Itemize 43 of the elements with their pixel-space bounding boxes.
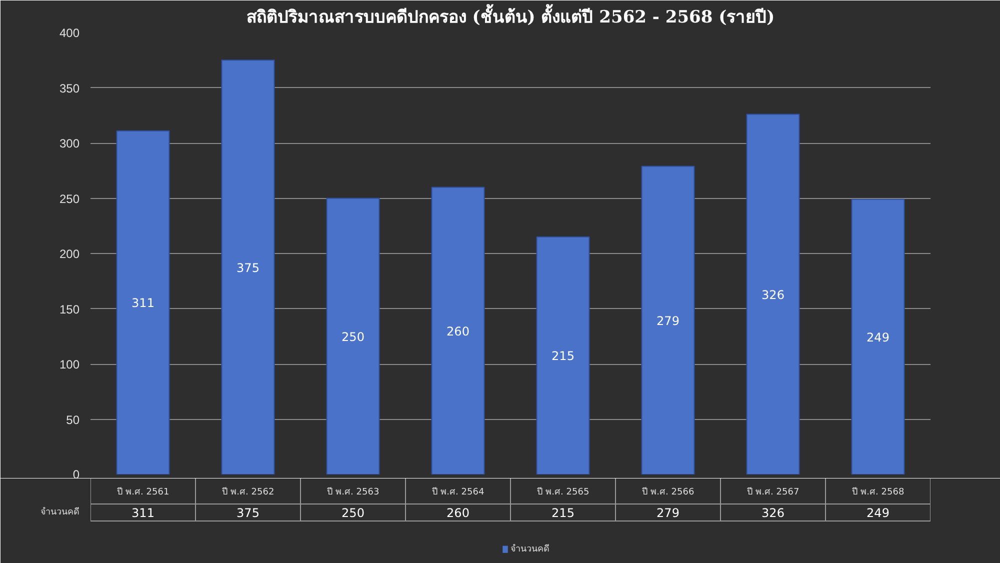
x-tick-label: ปี พ.ศ. 2565 <box>536 486 590 498</box>
y-tick-label: 50 <box>66 412 80 427</box>
data-label: 279 <box>656 506 680 520</box>
text: จำนวนคดี <box>40 508 80 518</box>
y-tick-label: 200 <box>59 247 80 261</box>
bar <box>851 198 905 474</box>
annotation: 375 <box>236 260 260 275</box>
legend-label: จำนวนคดี <box>510 543 550 554</box>
data-label: 326 <box>762 506 784 520</box>
x-tick-label: ปี พ.ศ. 2567 <box>746 486 800 498</box>
y-tick-label: 100 <box>59 358 80 372</box>
bar <box>431 186 485 474</box>
annotation: 249 <box>866 330 890 344</box>
data-label: 215 <box>552 506 574 520</box>
bar <box>221 60 275 474</box>
bar <box>641 166 695 474</box>
y-tick-label: 300 <box>59 136 80 150</box>
bar <box>746 114 800 474</box>
y-tick-label: 150 <box>59 302 80 316</box>
data-label: 375 <box>236 506 260 520</box>
data-label: 260 <box>446 506 470 520</box>
y-tick-label: 400 <box>59 26 80 40</box>
annotation: 250 <box>342 330 364 344</box>
bar <box>536 236 590 474</box>
bar <box>116 130 170 474</box>
x-tick-label: ปี พ.ศ. 2566 <box>642 486 694 498</box>
x-tick-label: ปี พ.ศ. 2568 <box>852 486 904 498</box>
chart-title: สถิติปริมาณสารบบคดีปกครอง (ชั้นต้น) ตั้งแต่ปี 2562 - 2568 (รายปี) <box>246 4 775 28</box>
y-tick-label: 250 <box>59 192 80 206</box>
data-label: 311 <box>132 506 154 520</box>
data-label: 250 <box>342 506 364 520</box>
annotation: 326 <box>762 288 784 302</box>
data-label: 249 <box>866 506 890 520</box>
y-tick-label: 350 <box>59 81 80 96</box>
x-tick-label: ปี พ.ศ. 2562 <box>222 486 274 498</box>
x-tick-label: ปี พ.ศ. 2564 <box>432 486 484 498</box>
x-tick-label: ปี พ.ศ. 2561 <box>116 486 170 498</box>
annotation: 215 <box>552 349 574 364</box>
x-tick-label: ปี พ.ศ. 2563 <box>326 486 380 498</box>
annotation: 260 <box>446 324 470 338</box>
bar <box>326 198 380 474</box>
annotation: 311 <box>132 296 154 310</box>
annotation: 279 <box>656 314 680 328</box>
